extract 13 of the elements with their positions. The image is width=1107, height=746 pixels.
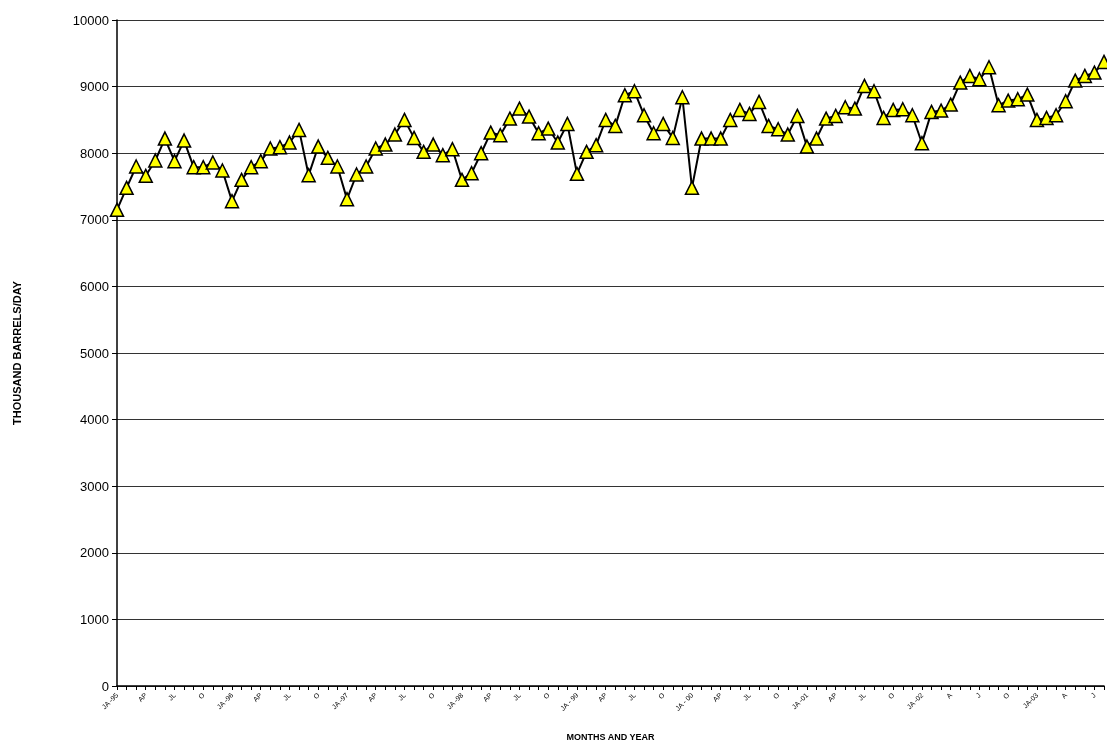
y-axis-title: THOUSAND BARRELS/DAY [10,280,23,425]
y-tick-label: 4000 [80,412,109,428]
y-tick-label: 1000 [80,611,109,627]
y-tick-label: 0 [101,678,109,694]
y-tick-label: 10000 [72,12,109,28]
y-tick-label: 8000 [80,145,109,161]
y-tick-label: 9000 [80,79,109,95]
y-tick-label: 3000 [80,478,109,494]
y-tick-label: 6000 [80,278,109,294]
y-tick-label: 2000 [80,545,109,561]
y-tick-label: 7000 [80,212,109,228]
y-tick-label: 5000 [80,345,109,361]
x-axis-title: MONTHS AND YEAR [566,731,655,742]
